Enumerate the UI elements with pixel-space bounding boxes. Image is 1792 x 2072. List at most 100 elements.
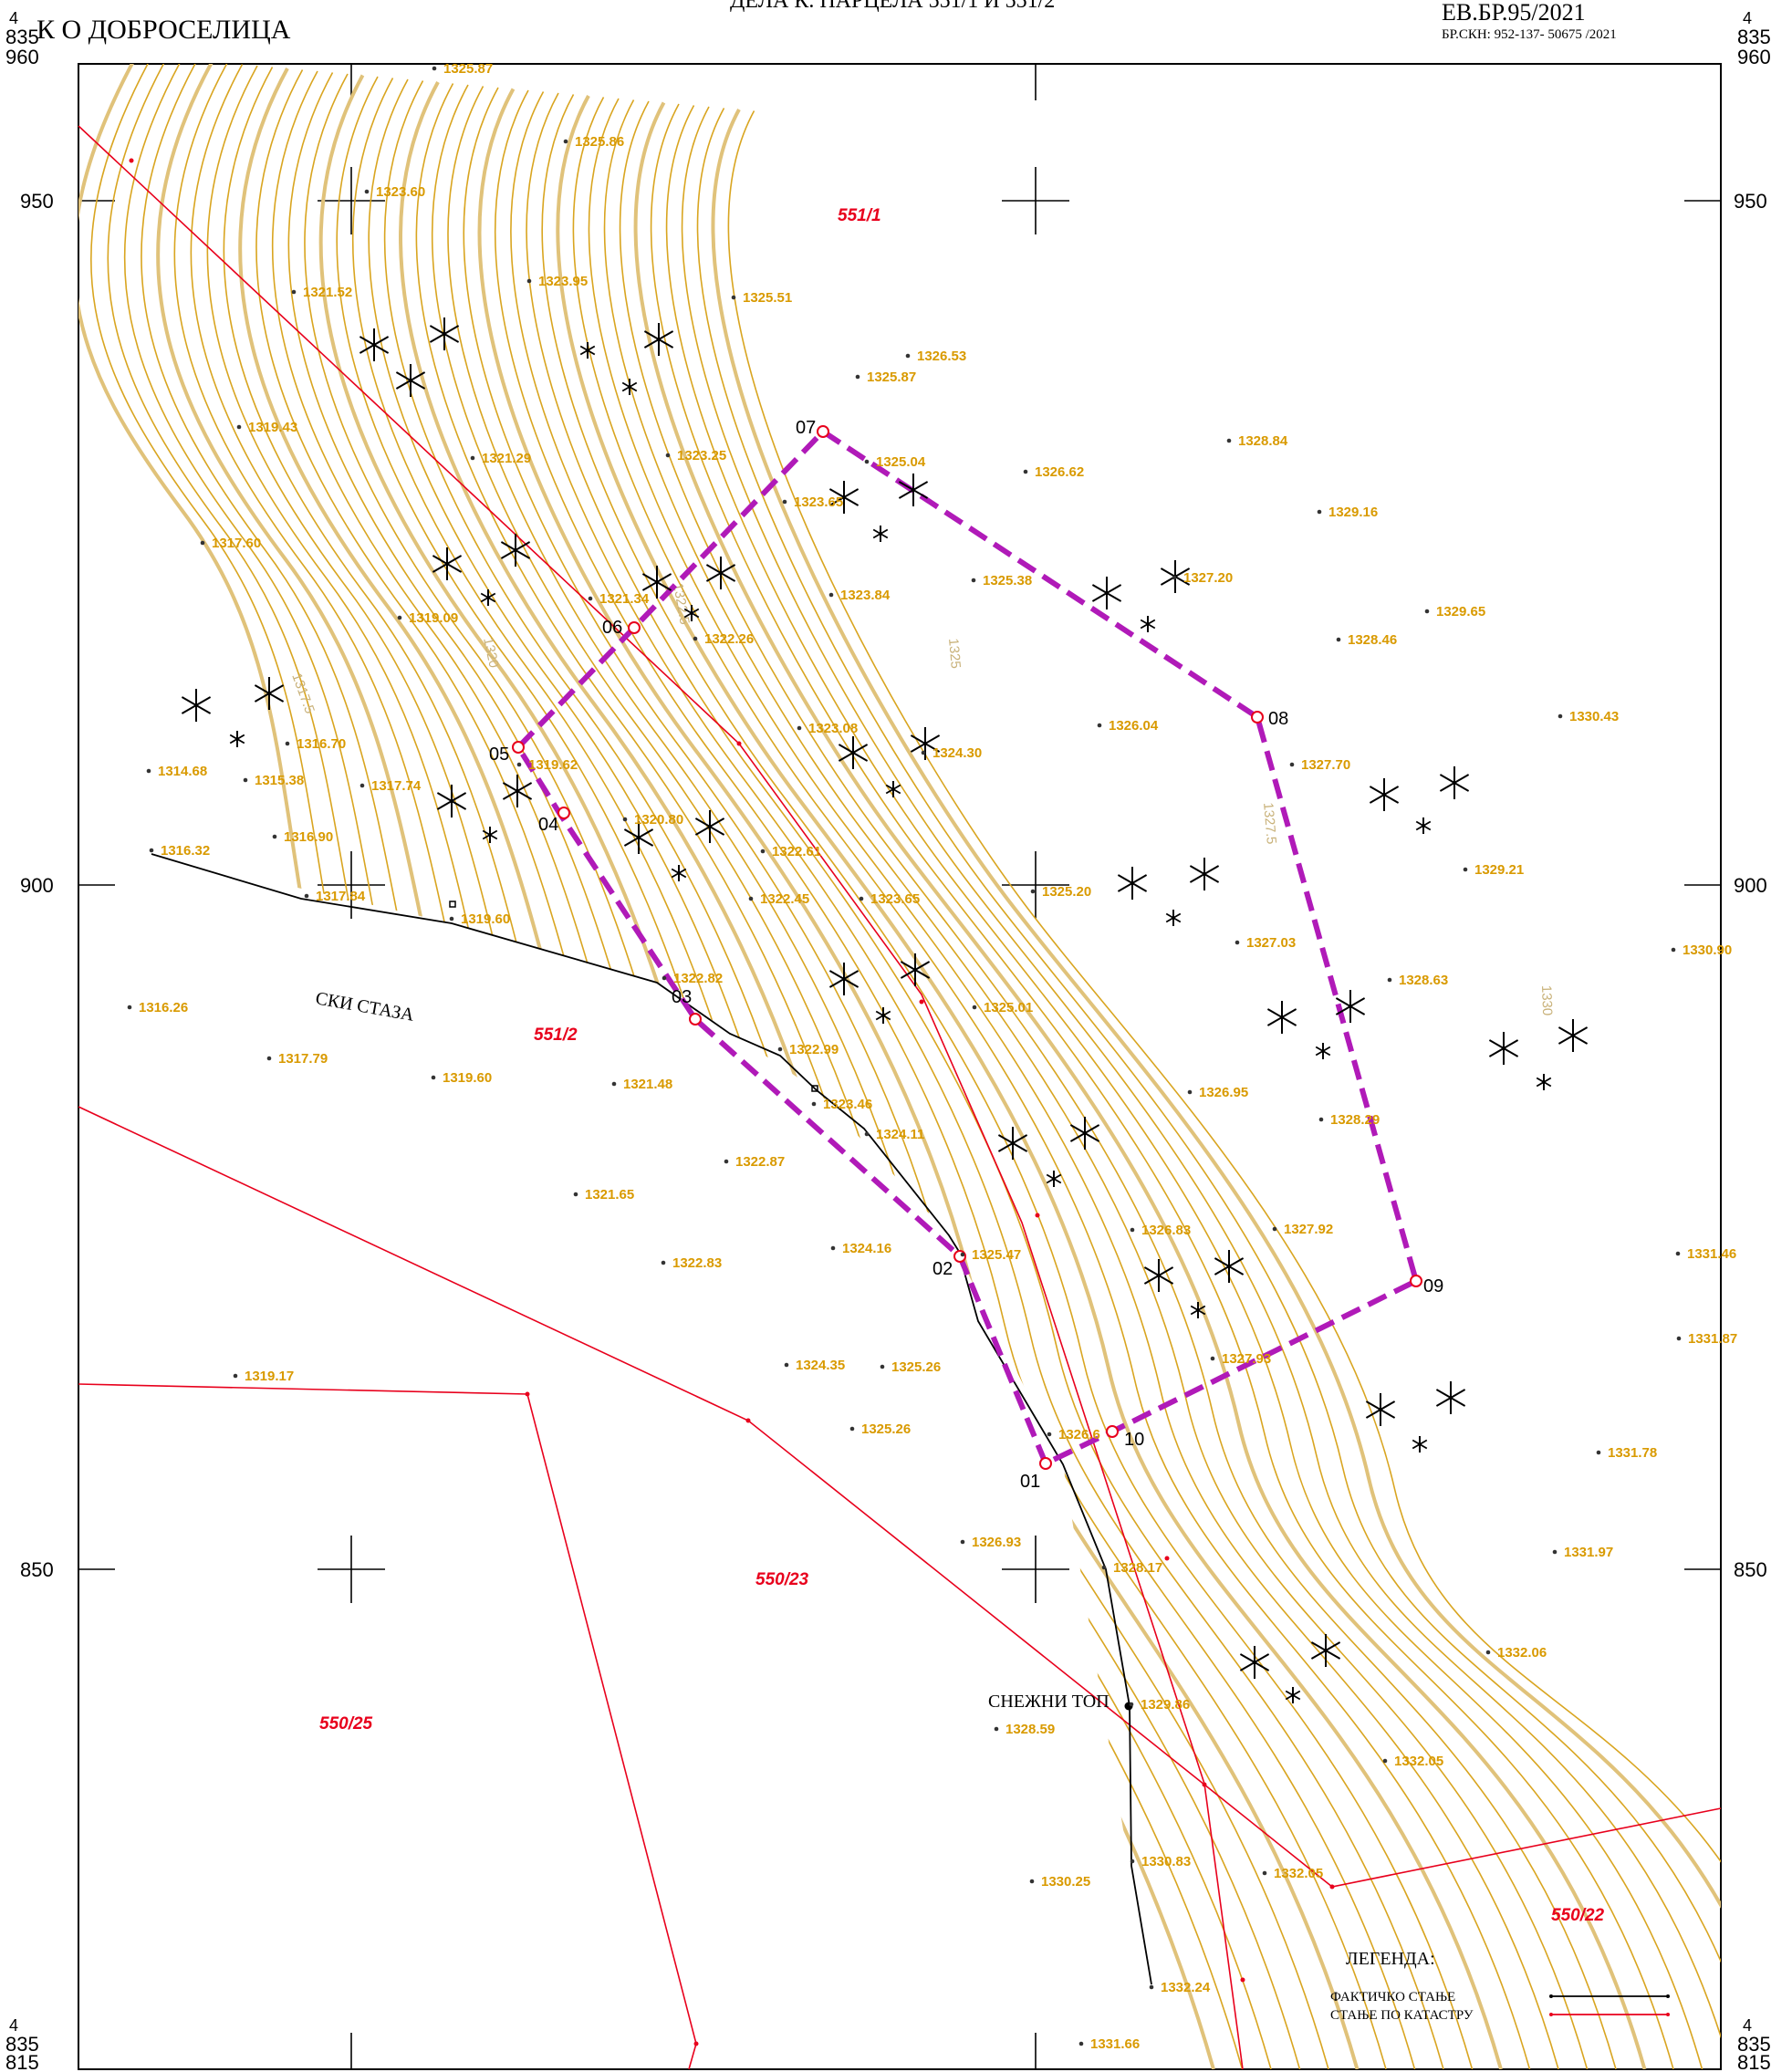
actual-state-lines (151, 853, 1152, 1985)
elevation-label: 1319.43 (248, 420, 297, 435)
elevation-dot (127, 1005, 132, 1010)
elevation-dot (960, 1252, 965, 1257)
elevation-dot (1382, 1758, 1388, 1764)
snow-cannon-label: СНЕЖНИ ТОП (988, 1692, 1110, 1712)
tree-symbol-icon (1488, 1032, 1519, 1065)
elevation-dot (146, 768, 151, 774)
svg-text:4: 4 (9, 2016, 18, 2035)
elevation-dot (516, 762, 522, 767)
elevation-label: 1328.59 (1005, 1722, 1055, 1737)
elevation-dot (432, 66, 437, 71)
reference-number: ЕВ.БР.95/2021 (1442, 0, 1586, 26)
tree-symbol-icon (1140, 616, 1156, 632)
elevation-label: 1324.30 (932, 745, 982, 761)
survey-marker (811, 1085, 818, 1092)
legend-actual-label: ФАКТИЧКО СТАЊЕ (1330, 1990, 1455, 2004)
contour-line (156, 64, 785, 2069)
contour-line (447, 86, 1301, 2069)
tree-symbol-icon (1310, 1634, 1341, 1667)
elevation-dot (1675, 1251, 1681, 1256)
tree-symbol-icon (828, 963, 860, 995)
tree-symbol-icon (1190, 1302, 1206, 1318)
elevation-dot (1129, 1702, 1134, 1707)
elevation-dot (233, 1373, 238, 1379)
tree-symbol-icon (872, 526, 889, 542)
svg-text:10: 10 (1124, 1430, 1144, 1450)
elevation-label: 1330.83 (1141, 1854, 1191, 1869)
elevation-dot (149, 848, 154, 853)
svg-text:1327.5: 1327.5 (1260, 802, 1279, 845)
elevation-dot (864, 1131, 870, 1137)
elevation-label: 1317.60 (212, 536, 261, 551)
elevation-dot (1030, 889, 1036, 894)
elevation-label: 1328.17 (1113, 1560, 1162, 1576)
tree-symbol-icon (641, 566, 672, 599)
elevation-dot (588, 596, 593, 601)
elevation-label: 1326.6 (1058, 1427, 1100, 1442)
elevation-label: 1325.38 (983, 573, 1032, 588)
elevation-label: 1331.46 (1687, 1246, 1736, 1262)
elevation-label: 1326.04 (1109, 718, 1159, 734)
elevation-dot (1262, 1870, 1267, 1876)
elevation-dot (304, 893, 309, 899)
elevation-dot (811, 1101, 817, 1107)
elevation-dot (611, 1081, 617, 1087)
elevation-dot (828, 592, 834, 598)
tree-symbol-icon (1189, 858, 1220, 890)
contour-line (727, 110, 1721, 2069)
elevation-label: 1325.01 (984, 1000, 1033, 1015)
contour-line (696, 108, 1721, 2069)
svg-text:02: 02 (932, 1259, 953, 1279)
elevation-dot (797, 725, 802, 731)
contour-line (318, 74, 1072, 2069)
elevation-dot (1424, 609, 1430, 614)
tree-symbol-icon (254, 677, 285, 710)
elevation-label: 1316.26 (139, 1000, 188, 1015)
elevation-dot (359, 783, 365, 788)
elevation-dot (397, 615, 402, 620)
elevation-dot (1130, 1227, 1135, 1233)
elevation-label: 1316.70 (297, 736, 346, 752)
elevation-label: 1316.32 (161, 843, 210, 859)
svg-text:1320: 1320 (480, 636, 502, 669)
cadastre-vertices (129, 158, 1335, 2046)
elevation-label: 1329.86 (1141, 1697, 1190, 1713)
tree-symbol-icon (181, 689, 212, 722)
tree-symbol-icon (898, 474, 929, 506)
elevation-dot (1272, 1226, 1277, 1232)
elevation-dot (921, 750, 926, 755)
tree-symbol-icon (1415, 817, 1432, 834)
tree-symbol-icon (1165, 910, 1182, 926)
elevation-label: 1327.03 (1246, 935, 1296, 951)
elevation-label: 1321.48 (623, 1077, 672, 1092)
svg-text:08: 08 (1268, 709, 1288, 729)
elevation-dot (662, 975, 667, 981)
elevation-label: 1319.62 (528, 757, 578, 773)
contour-line (495, 89, 1387, 2069)
contour-line (223, 67, 899, 2069)
contour-line (588, 98, 1559, 2069)
elevation-label: 1329.65 (1436, 604, 1485, 620)
elevation-label: 1327.20 (1183, 570, 1233, 586)
elevation-dot (1226, 438, 1232, 443)
elevation-label: 1332.06 (1497, 1645, 1547, 1661)
tree-symbol-icon (1435, 1381, 1466, 1414)
contour-line (383, 80, 1186, 2069)
elevation-label: 1328.63 (1399, 973, 1448, 988)
corner-top-left: 4 835 960 (5, 9, 39, 68)
elevation-dot (1130, 1859, 1135, 1864)
elevation-label: 1324.35 (796, 1358, 845, 1373)
elevation-label: 1331.78 (1608, 1445, 1657, 1461)
contour-line (711, 109, 1721, 2069)
elevation-label: 1315.38 (255, 773, 304, 788)
elevation-dot (665, 453, 671, 458)
svg-text:960: 960 (1737, 46, 1771, 68)
elevation-label: 1325.26 (891, 1359, 941, 1375)
contour-line (431, 84, 1272, 2069)
svg-text:1317.5: 1317.5 (288, 672, 318, 716)
elevation-label: 1322.83 (672, 1255, 722, 1271)
elevation-label: 1321.65 (585, 1187, 634, 1203)
tree-symbol-icon (1046, 1171, 1062, 1187)
parcel-550-23: 550/23 (755, 1570, 809, 1589)
corner-top-right: 4 835 960 (1737, 9, 1771, 68)
